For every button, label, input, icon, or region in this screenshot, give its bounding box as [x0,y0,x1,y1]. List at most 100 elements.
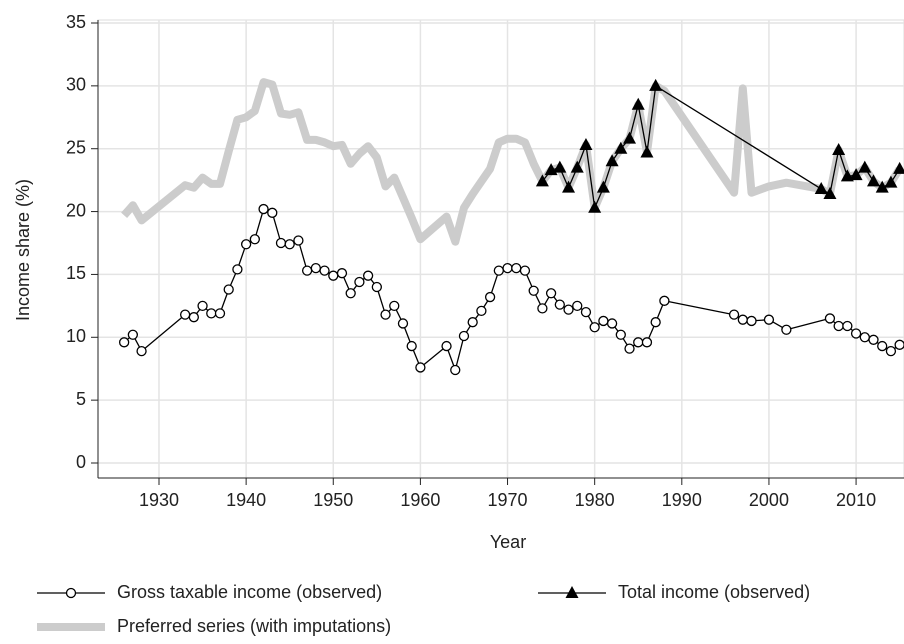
y-tick-label: 30 [66,75,86,95]
y-tick-label: 25 [66,137,86,157]
data-point [493,265,504,276]
data-point [528,285,539,296]
data-point [877,340,888,352]
y-tick-label: 5 [76,389,86,409]
data-point [136,345,147,357]
y-tick-label: 0 [76,452,86,472]
data-point [849,168,863,181]
data-point [371,281,382,293]
data-point [832,142,846,155]
data-point [570,160,584,173]
data-point [406,340,417,352]
data-point [249,234,260,245]
data-point [397,318,409,329]
data-point [633,337,644,348]
data-point [484,291,496,303]
data-point [293,235,304,246]
y-axis-label: Income share (%) [13,179,33,321]
data-point [275,237,287,249]
data-point [824,313,836,324]
data-point [554,299,565,310]
data-point [885,345,897,357]
data-point [223,284,234,295]
data-point [118,337,130,348]
data-point [476,305,487,317]
x-tick-label: 1930 [139,490,179,510]
data-point [598,315,609,327]
data-point [389,300,400,312]
data-point [859,332,870,343]
data-point [868,334,879,345]
data-point [615,329,626,340]
data-point [450,364,461,376]
data-point [875,180,889,193]
data-point [537,303,548,314]
x-tick-label: 1990 [662,490,702,510]
data-point [867,174,881,187]
data-point [206,308,217,319]
data-point [380,309,391,320]
data-point [823,186,837,199]
y-tick-label: 10 [66,326,86,346]
data-point [858,160,872,173]
data-point [441,340,452,352]
data-point [232,264,243,275]
x-axis-label: Year [490,532,526,552]
data-point [502,262,513,274]
legend-label: Preferred series (with imputations) [117,616,391,636]
data-point [763,314,775,325]
data-point [562,180,576,193]
legend-marker [65,587,77,599]
data-point [127,329,139,340]
data-point [884,175,898,188]
data-point [580,306,592,318]
data-point [458,330,470,342]
x-tick-label: 1940 [226,490,266,510]
y-tick-label: 20 [66,200,86,220]
data-point [267,207,278,218]
data-point [893,161,904,174]
data-point [728,309,740,320]
data-point [354,276,365,288]
data-point [188,312,199,323]
plot-frame [97,19,904,479]
data-point [284,239,295,250]
data-point [214,308,226,319]
data-point [606,318,618,329]
data-point [415,362,426,373]
data-point [588,200,602,213]
data-point [553,160,567,173]
data-point [301,265,313,276]
data-point [179,309,191,320]
data-point [328,270,339,281]
data-point [850,328,862,339]
data-point [589,322,600,333]
data-point [362,270,374,281]
x-tick-label: 1950 [313,490,353,510]
data-point [467,317,478,328]
data-point [631,97,645,110]
data-point [336,268,348,279]
data-point [641,337,653,348]
data-point [624,343,635,354]
x-tick-label: 1960 [400,490,440,510]
x-tick-label: 2000 [749,490,789,510]
data-point [545,288,557,299]
data-point [258,203,269,215]
y-tick-label: 15 [66,263,86,283]
data-point [197,300,208,312]
data-point [579,137,593,150]
data-point [310,262,321,274]
data-point [659,295,670,306]
legend-label: Gross taxable income (observed) [117,582,382,602]
data-point [746,315,757,327]
data-point [240,239,252,250]
data-point [623,131,637,144]
data-point [614,141,628,154]
data-point [605,154,619,167]
data-point [842,320,853,332]
data-point [814,181,828,194]
data-point [894,339,904,350]
data-point [563,304,574,315]
